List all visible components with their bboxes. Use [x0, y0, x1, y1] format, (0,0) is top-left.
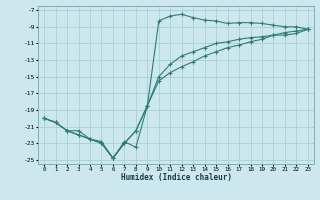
X-axis label: Humidex (Indice chaleur): Humidex (Indice chaleur) [121, 173, 231, 182]
